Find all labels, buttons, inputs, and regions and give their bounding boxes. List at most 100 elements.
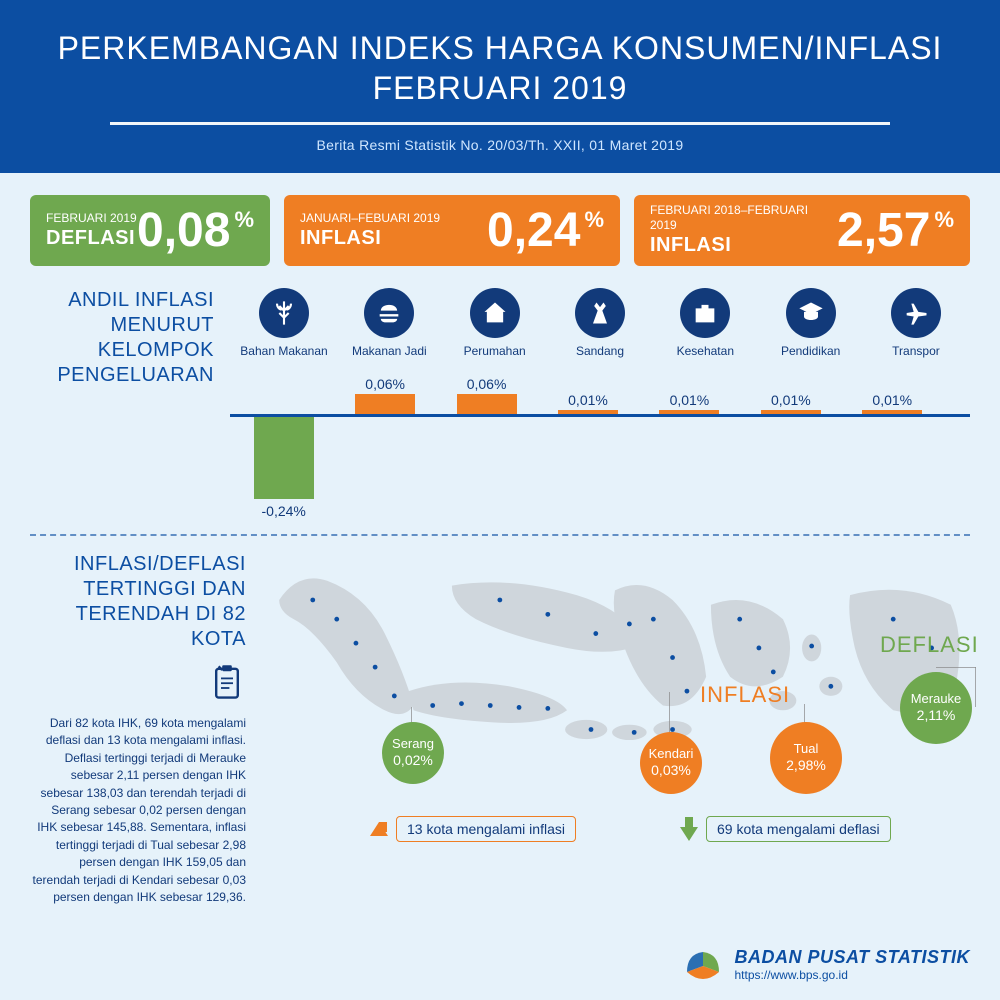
category-label: Bahan Makanan	[236, 344, 332, 358]
category: Sandang	[552, 288, 648, 358]
x-axis	[230, 414, 970, 417]
bubble-value: 0,03%	[651, 762, 691, 778]
medkit-icon	[680, 288, 730, 338]
section-kota-desc: Dari 82 kota IHK, 69 kota mengalami defl…	[30, 715, 246, 906]
category-label: Perumahan	[447, 344, 543, 358]
bar-value: 0,01%	[862, 392, 922, 408]
category: Pendidikan	[763, 288, 859, 358]
bubble-value: 0,02%	[393, 752, 433, 768]
map-bubble: Kendari0,03%	[640, 732, 702, 794]
bar-rect	[355, 394, 415, 414]
category-label: Sandang	[552, 344, 648, 358]
footer: BADAN PUSAT STATISTIK https://www.bps.go…	[681, 942, 971, 986]
bar-rect	[659, 410, 719, 414]
bar: -0,24%	[254, 417, 314, 521]
kpi-left: FEBRUARI 2019DEFLASI	[46, 211, 137, 251]
page-title: PERKEMBANGAN INDEKS HARGA KONSUMEN/INFLA…	[20, 28, 980, 108]
kpi-period: FEBRUARI 2019	[46, 211, 137, 226]
bar-rect	[457, 394, 517, 414]
dress-icon	[575, 288, 625, 338]
section-andil-title: ANDIL INFLASI MENURUT KELOMPOK PENGELUAR…	[30, 288, 230, 388]
bubble-value: 2,11%	[917, 707, 956, 723]
arrow-down-icon	[680, 827, 698, 841]
category-label: Pendidikan	[763, 344, 859, 358]
arrow-up-icon	[370, 822, 388, 836]
bps-logo-icon	[681, 942, 725, 986]
section-kota-left: INFLASI/DEFLASI TERTINGGI DAN TERENDAH D…	[30, 552, 260, 906]
kpi-value: 0,24%	[487, 203, 604, 258]
kpi-label: INFLASI	[650, 234, 731, 256]
kpi-left: JANUARI–FEBUARI 2019INFLASI	[300, 211, 440, 251]
legend-deflasi: 69 kota mengalami deflasi	[680, 816, 891, 842]
andil-bars: -0,24%0,06%0,06%0,01%0,01%0,01%0,01%	[230, 366, 970, 506]
bar-value: 0,01%	[558, 392, 618, 408]
legend-inflasi-text: 13 kota mengalami inflasi	[396, 816, 576, 842]
footer-text: BADAN PUSAT STATISTIK https://www.bps.go…	[735, 947, 971, 982]
kpi-row: FEBRUARI 2019DEFLASI0,08%JANUARI–FEBUARI…	[0, 173, 1000, 276]
bar-rect	[862, 410, 922, 414]
category-label: Makanan Jadi	[341, 344, 437, 358]
clipboard-icon	[30, 664, 242, 705]
kpi-card: FEBRUARI 2018–FEBRUARI 2019INFLASI2,57%	[634, 195, 970, 266]
category: Transpor	[868, 288, 964, 358]
leader-line	[975, 667, 976, 707]
kpi-value: 2,57%	[837, 203, 954, 258]
bar: 0,01%	[558, 392, 618, 414]
title-rule	[110, 122, 890, 125]
kpi-label: DEFLASI	[46, 227, 135, 249]
indonesia-map	[260, 552, 970, 840]
map-tag-deflasi: DEFLASI	[880, 632, 979, 658]
bar: 0,06%	[457, 376, 517, 414]
map-area: INFLASI DEFLASI 13 kota mengalami inflas…	[260, 552, 970, 852]
kpi-label: INFLASI	[300, 227, 381, 249]
bar-rect	[761, 410, 821, 414]
grad-icon	[786, 288, 836, 338]
legend-deflasi-text: 69 kota mengalami deflasi	[706, 816, 891, 842]
bubble-value: 2,98%	[786, 757, 826, 773]
bubble-name: Tual	[794, 742, 819, 757]
category-icons-row: Bahan Makanan Makanan Jadi Perumahan Sandan…	[230, 288, 970, 358]
bar: 0,01%	[761, 392, 821, 414]
kpi-period: JANUARI–FEBUARI 2019	[300, 211, 440, 226]
section-andil: ANDIL INFLASI MENURUT KELOMPOK PENGELUAR…	[0, 276, 1000, 528]
leader-line	[669, 692, 670, 737]
category: Makanan Jadi	[341, 288, 437, 358]
bar-value: -0,24%	[254, 503, 314, 519]
map-bubble: Serang0,02%	[382, 722, 444, 784]
category: Bahan Makanan	[236, 288, 332, 358]
plane-icon	[891, 288, 941, 338]
bar-value: 0,06%	[355, 376, 415, 392]
kpi-card: JANUARI–FEBUARI 2019INFLASI 0,24%	[284, 195, 620, 266]
bar: 0,01%	[659, 392, 719, 414]
section-kota-title: INFLASI/DEFLASI TERTINGGI DAN TERENDAH D…	[30, 552, 246, 652]
bubble-name: Merauke	[911, 692, 962, 707]
bubble-name: Serang	[392, 737, 434, 752]
bar-value: 0,01%	[761, 392, 821, 408]
legend-inflasi: 13 kota mengalami inflasi	[370, 816, 576, 842]
subtitle: Berita Resmi Statistik No. 20/03/Th. XXI…	[20, 137, 980, 153]
bar-value: 0,06%	[457, 376, 517, 392]
bar: 0,01%	[862, 392, 922, 414]
title-line-2: FEBRUARI 2019	[373, 70, 628, 106]
kpi-left: FEBRUARI 2018–FEBRUARI 2019INFLASI	[650, 203, 837, 258]
category-label: Transpor	[868, 344, 964, 358]
burger-icon	[364, 288, 414, 338]
dashed-divider	[30, 534, 970, 536]
map-tag-inflasi: INFLASI	[700, 682, 790, 708]
kpi-card: FEBRUARI 2019DEFLASI0,08%	[30, 195, 270, 266]
category: Kesehatan	[657, 288, 753, 358]
andil-chart: Bahan Makanan Makanan Jadi Perumahan Sandan…	[230, 288, 970, 518]
bar-rect	[558, 410, 618, 414]
wheat-icon	[259, 288, 309, 338]
bar-rect	[254, 417, 314, 499]
page: PERKEMBANGAN INDEKS HARGA KONSUMEN/INFLA…	[0, 0, 1000, 1000]
leader-line	[936, 667, 976, 668]
map-bubble: Tual2,98%	[770, 722, 842, 794]
section-kota: INFLASI/DEFLASI TERTINGGI DAN TERENDAH D…	[0, 536, 1000, 906]
footer-url: https://www.bps.go.id	[735, 968, 971, 982]
title-line-1: PERKEMBANGAN INDEKS HARGA KONSUMEN/INFLA…	[58, 30, 943, 66]
bar: 0,06%	[355, 376, 415, 414]
kpi-value: 0,08%	[137, 203, 254, 258]
header: PERKEMBANGAN INDEKS HARGA KONSUMEN/INFLA…	[0, 0, 1000, 173]
bar-value: 0,01%	[659, 392, 719, 408]
